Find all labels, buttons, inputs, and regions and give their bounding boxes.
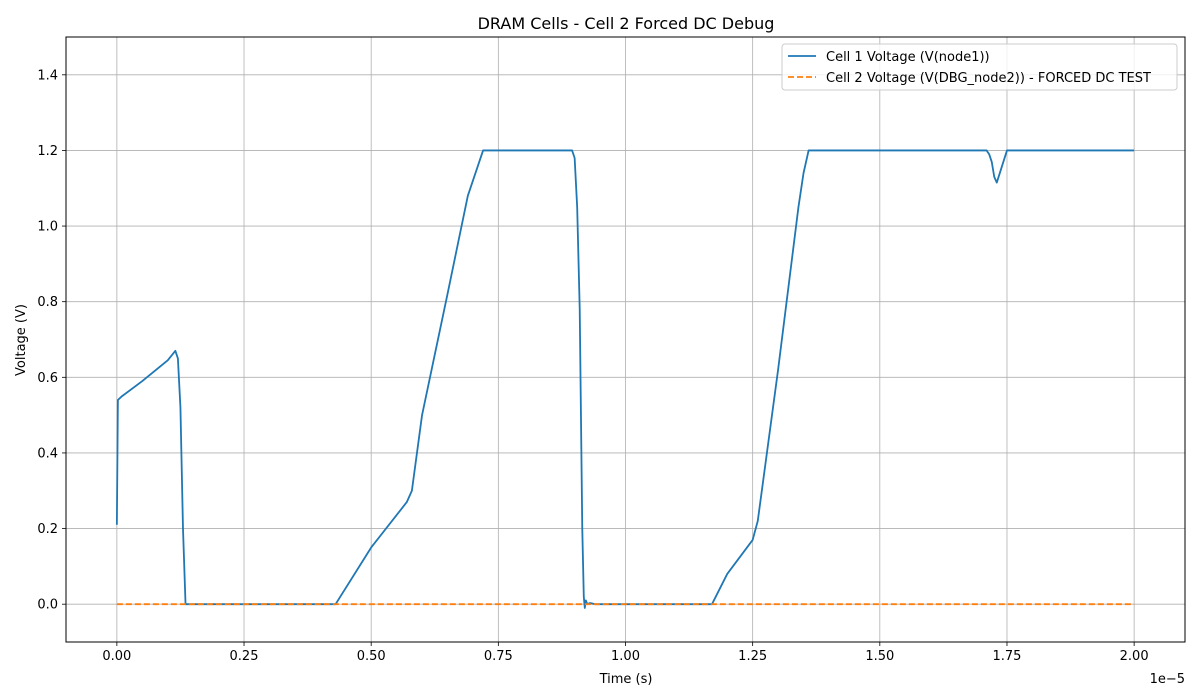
- x-offset-text: 1e−5: [1150, 672, 1185, 687]
- chart-title: DRAM Cells - Cell 2 Forced DC Debug: [478, 14, 775, 33]
- y-tick-label: 0.8: [37, 295, 58, 310]
- y-tick-label: 1.2: [37, 144, 58, 159]
- y-tick-label: 0.2: [37, 522, 58, 537]
- y-tick-label: 0.4: [37, 446, 58, 461]
- x-tick-label: 1.75: [993, 649, 1022, 664]
- x-tick-label: 0.25: [230, 649, 259, 664]
- x-tick-label: 0.00: [102, 649, 131, 664]
- x-tick-label: 1.50: [865, 649, 894, 664]
- y-tick-label: 1.0: [37, 220, 58, 235]
- legend-label-cell-2: Cell 2 Voltage (V(DBG_node2)) - FORCED D…: [826, 71, 1151, 86]
- legend: Cell 1 Voltage (V(node1)) Cell 2 Voltage…: [781, 43, 1178, 91]
- grid: [66, 37, 1185, 642]
- plot-frame: [65, 36, 1186, 643]
- x-axis-label: Time (s): [599, 672, 653, 687]
- ticks: 0.00 0.25 0.50 0.75 1.00 1.25 1.50 1.75 2.00 0.0 0…: [37, 68, 1148, 664]
- y-tick-label: 1.4: [37, 68, 58, 83]
- legend-box: [781, 43, 1178, 91]
- x-tick-label: 1.25: [738, 649, 767, 664]
- x-tick-label: 1.00: [611, 649, 640, 664]
- y-tick-label: 0.0: [37, 598, 58, 613]
- x-tick-label: 2.00: [1120, 649, 1149, 664]
- y-tick-label: 0.6: [37, 371, 58, 386]
- x-tick-label: 0.50: [357, 649, 386, 664]
- y-axis-label: Voltage (V): [14, 304, 29, 376]
- x-tick-label: 0.75: [484, 649, 513, 664]
- series-layer: [115, 149, 1135, 609]
- legend-label-cell-1: Cell 1 Voltage (V(node1)): [826, 50, 990, 65]
